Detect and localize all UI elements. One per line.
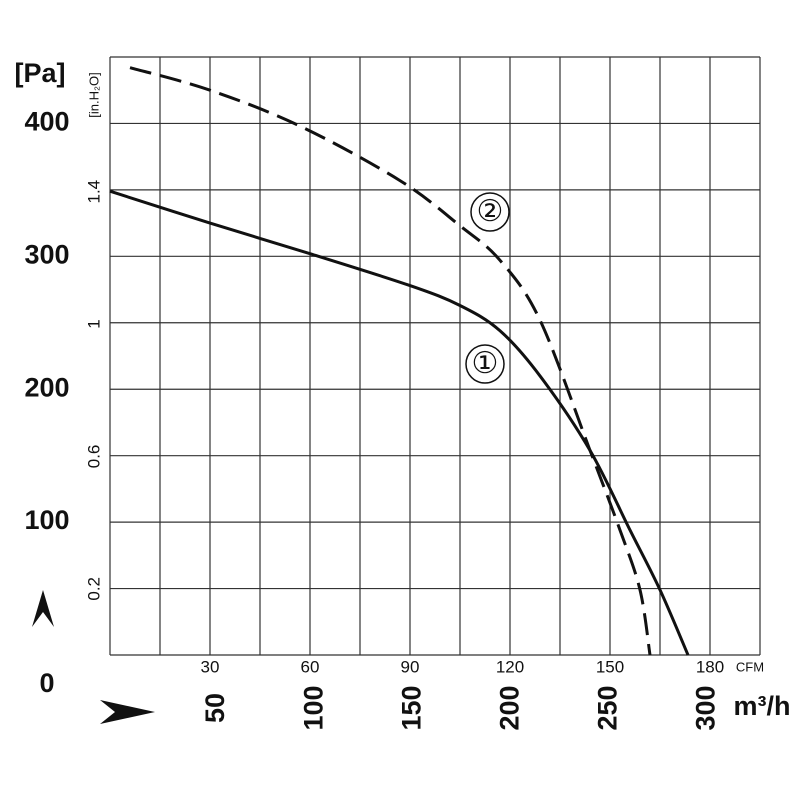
curve-label: ① — [472, 347, 499, 380]
x-tick-label: 90 — [401, 657, 420, 676]
x-tick-label: 120 — [496, 657, 524, 676]
y-tick-label: 0 — [39, 668, 54, 698]
y-tick-label: 300 — [24, 239, 69, 269]
x-tick-label: 60 — [301, 657, 320, 676]
right-arrow — [100, 700, 155, 724]
y-unit: [Pa] — [14, 58, 65, 88]
y-tick-label: 200 — [24, 372, 69, 402]
up-arrow — [32, 590, 54, 627]
x-tick-label: 180 — [696, 657, 724, 676]
x-unit: CFM — [736, 659, 764, 674]
curve — [129, 66, 652, 656]
x2-tick-label: 200 — [495, 685, 525, 730]
y2-tick-label: 0.6 — [84, 445, 103, 469]
y-tick-label: 100 — [24, 505, 69, 535]
x2-tick-label: 300 — [691, 685, 721, 730]
y-tick-label: 400 — [24, 107, 69, 137]
y2-unit: [in.H₂O] — [86, 72, 101, 118]
x2-tick-label: 150 — [396, 685, 426, 730]
x2-tick-label: 50 — [200, 693, 230, 723]
y2-tick-label: 0.2 — [84, 577, 103, 601]
x-tick-label: 30 — [201, 657, 220, 676]
x-tick-label: 150 — [596, 657, 624, 676]
x2-tick-label: 100 — [298, 685, 328, 730]
curve-label: ② — [477, 195, 504, 228]
y2-tick-label: 1 — [84, 319, 103, 328]
curve-label-ring — [470, 192, 510, 232]
y2-tick-label: 1.4 — [84, 180, 103, 204]
x2-tick-label: 250 — [593, 685, 623, 730]
curve-label-ring — [465, 344, 505, 384]
curve — [109, 189, 690, 656]
x2-unit: m³/h — [734, 691, 791, 721]
